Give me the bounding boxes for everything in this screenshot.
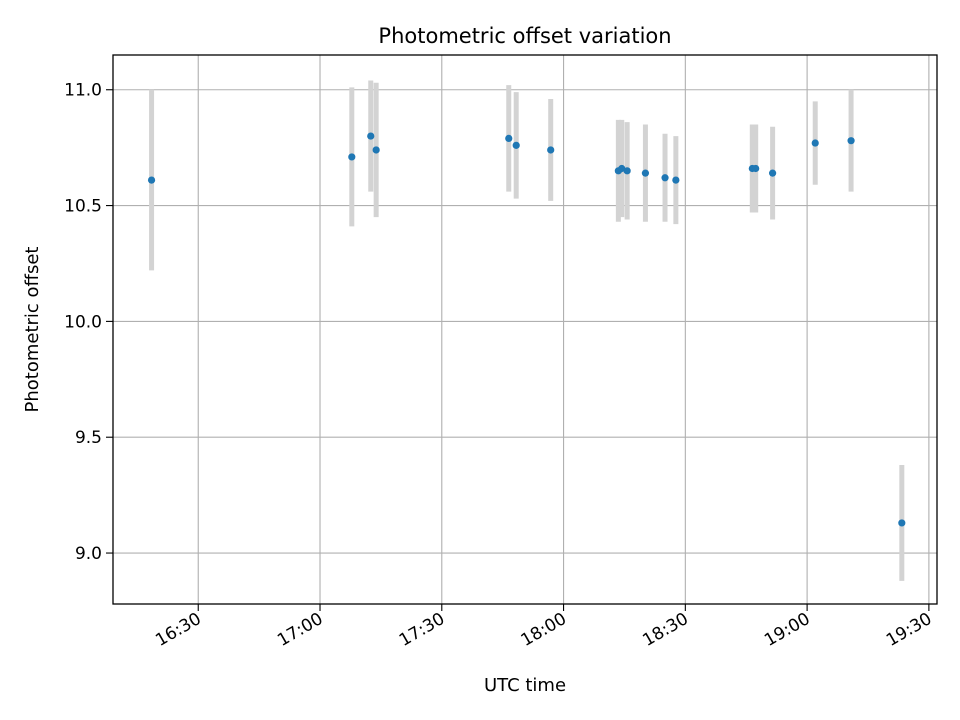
data-point bbox=[847, 137, 855, 145]
data-point bbox=[512, 141, 520, 149]
data-point bbox=[752, 164, 760, 173]
data-point bbox=[811, 139, 819, 147]
grid-lines bbox=[113, 55, 937, 604]
data-point bbox=[147, 176, 156, 184]
data-point bbox=[547, 146, 555, 154]
plot-frame bbox=[112, 54, 938, 605]
x-axis-title: UTC time bbox=[484, 675, 566, 696]
data-point bbox=[898, 519, 906, 527]
data-point bbox=[769, 169, 777, 177]
data-point bbox=[372, 146, 380, 154]
data-point bbox=[661, 174, 669, 182]
data-points bbox=[147, 132, 906, 527]
y-tick-label: 11.0 bbox=[64, 81, 102, 101]
data-point bbox=[623, 167, 631, 175]
data-point bbox=[618, 164, 626, 173]
chart-title: Photometric offset variation bbox=[378, 24, 671, 48]
data-point bbox=[348, 153, 356, 161]
y-tick-label: 9.5 bbox=[75, 428, 102, 448]
y-axis-title: Photometric offset bbox=[22, 247, 43, 413]
data-point bbox=[367, 132, 375, 140]
y-tick-label: 9.0 bbox=[75, 544, 102, 564]
data-point bbox=[641, 169, 650, 177]
y-tick-label: 10.0 bbox=[64, 312, 102, 332]
y-axis-ticks: 9.0 9.5 10.0 10.5 11.0 bbox=[64, 81, 113, 564]
data-point bbox=[505, 134, 513, 142]
y-tick-label: 10.5 bbox=[64, 197, 102, 217]
data-point bbox=[672, 176, 680, 184]
